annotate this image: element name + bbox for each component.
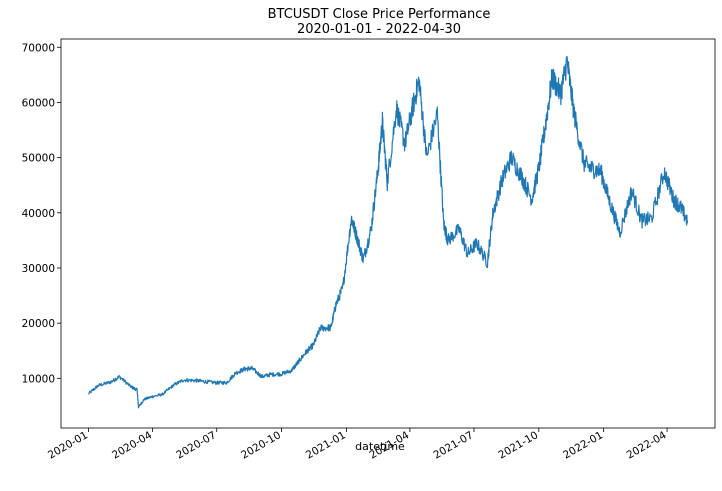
data-point <box>476 243 477 244</box>
data-point <box>600 171 601 172</box>
data-point <box>651 218 652 219</box>
data-point <box>511 157 512 158</box>
x-tick-label: 2021-01 <box>304 429 348 461</box>
data-point <box>195 380 196 381</box>
data-point <box>119 376 120 377</box>
data-point <box>502 179 503 180</box>
data-point <box>492 212 493 213</box>
data-point <box>363 259 364 260</box>
data-point <box>412 107 413 108</box>
data-point <box>378 168 379 169</box>
data-point <box>356 234 357 235</box>
data-point <box>673 198 674 199</box>
y-tick-label: 70000 <box>22 42 55 54</box>
x-tick-label: 2020-07 <box>174 429 218 461</box>
data-point <box>566 61 567 62</box>
data-point <box>342 287 343 288</box>
data-point <box>244 368 245 369</box>
data-point <box>205 381 206 382</box>
x-tick-label: 2020-01 <box>46 429 90 461</box>
data-point <box>306 351 307 352</box>
data-point <box>291 370 292 371</box>
data-point <box>130 386 131 387</box>
data-point <box>152 396 153 397</box>
data-point <box>387 182 388 183</box>
data-point <box>583 163 584 164</box>
x-tick-label: 2020-10 <box>239 429 283 461</box>
x-tick-label: 2022-04 <box>625 429 669 461</box>
data-point <box>404 143 405 144</box>
data-point <box>631 190 632 191</box>
data-point <box>487 262 488 263</box>
plot-frame <box>60 38 716 429</box>
data-point <box>216 382 217 383</box>
data-point <box>320 328 321 329</box>
data-point <box>281 373 282 374</box>
data-point <box>144 399 145 400</box>
data-point <box>574 113 575 114</box>
data-point <box>313 345 314 346</box>
data-point <box>261 376 262 377</box>
data-point <box>619 232 620 233</box>
data-point <box>591 168 592 169</box>
x-tick-label: 2022-01 <box>561 429 605 461</box>
data-point <box>664 171 665 172</box>
data-point <box>98 385 99 386</box>
data-point <box>137 389 138 390</box>
data-point <box>162 394 163 395</box>
x-axis-label: datetime <box>355 440 405 453</box>
data-point <box>418 80 419 81</box>
data-point <box>437 113 438 114</box>
y-tick-label: 40000 <box>22 208 55 220</box>
data-point <box>88 393 89 394</box>
data-point <box>173 384 174 385</box>
chart-title: BTCUSDT Close Price Performance <box>268 7 491 22</box>
data-point <box>235 372 236 373</box>
data-point <box>609 202 610 203</box>
data-point <box>467 254 468 255</box>
data-point <box>459 229 460 230</box>
data-point <box>335 304 336 305</box>
data-point <box>138 406 139 407</box>
x-tick-label: 2021-10 <box>496 429 540 461</box>
data-point <box>396 107 397 108</box>
data-point <box>251 368 252 369</box>
data-point <box>426 157 427 158</box>
x-tick-label: 2021-07 <box>431 429 475 461</box>
data-point <box>521 176 522 177</box>
data-point <box>538 168 539 169</box>
data-point <box>680 207 681 208</box>
data-point <box>560 94 561 95</box>
data-point <box>371 229 372 230</box>
data-point <box>687 221 688 222</box>
data-point <box>351 218 352 219</box>
data-point <box>270 374 271 375</box>
data-point <box>443 223 444 224</box>
data-point <box>183 379 184 380</box>
data-point <box>298 361 299 362</box>
data-point <box>545 127 546 128</box>
x-tick-label: 2020-04 <box>110 429 154 461</box>
data-point <box>330 327 331 328</box>
data-point <box>447 240 448 241</box>
y-tick-label: 60000 <box>22 97 55 109</box>
y-tick-label: 10000 <box>22 373 55 385</box>
y-tick-label: 30000 <box>22 263 55 275</box>
data-point <box>641 221 642 222</box>
data-point <box>382 121 383 122</box>
data-point <box>110 382 111 383</box>
series-line <box>88 55 689 409</box>
data-point <box>531 198 532 199</box>
plot-area: 10000 20000 30000 40000 50000 60000 70000 2020-… <box>22 38 716 462</box>
y-tick-label: 50000 <box>22 153 55 165</box>
chart-subtitle: 2020-01-01 - 2022-04-30 <box>297 22 461 37</box>
data-point <box>552 77 553 78</box>
y-tick-label: 20000 <box>22 318 55 330</box>
data-point <box>226 382 227 383</box>
